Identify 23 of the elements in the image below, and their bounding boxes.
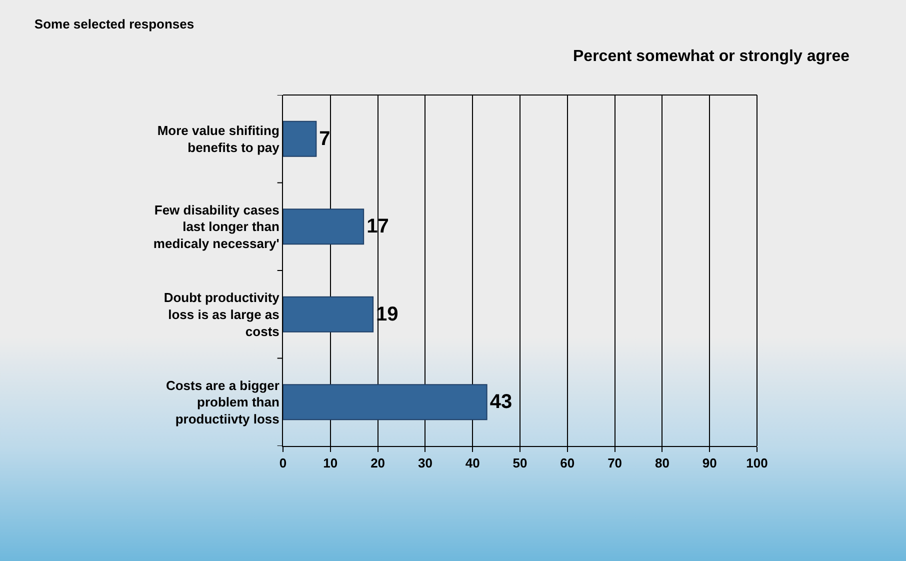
data-label: 43 xyxy=(490,391,512,414)
x-tick-label: 80 xyxy=(654,456,670,471)
x-tick-label: 10 xyxy=(323,456,338,471)
x-tick-label: 90 xyxy=(702,456,717,471)
x-tick-label: 60 xyxy=(560,456,575,471)
x-tick-label: 0 xyxy=(279,456,287,471)
y-tick-label: More value shifiting benefits to pay xyxy=(157,122,280,155)
x-tick-label: 40 xyxy=(465,456,480,471)
text: Some selected responses xyxy=(34,16,194,32)
chart-subtitle: Percent somewhat or strongly agree xyxy=(573,48,850,65)
bar xyxy=(283,208,364,245)
x-tick-label: 20 xyxy=(370,456,386,471)
x-tick-label: 100 xyxy=(746,456,768,471)
y-tick-label: Few disability cases last longer than medicaly necessary' xyxy=(153,202,280,252)
y-tick-label: Doubt productivity loss is as large as costs xyxy=(164,290,280,339)
data-label: 7 xyxy=(319,128,330,150)
bar xyxy=(283,296,374,332)
y-tick-label: Costs are a bigger problem than productiivty loss xyxy=(166,378,280,427)
bar xyxy=(283,120,317,157)
x-tick-label: 70 xyxy=(608,456,622,471)
bar xyxy=(283,384,488,420)
x-tick-label: 30 xyxy=(418,456,432,471)
x-tick-label: 50 xyxy=(512,456,528,471)
